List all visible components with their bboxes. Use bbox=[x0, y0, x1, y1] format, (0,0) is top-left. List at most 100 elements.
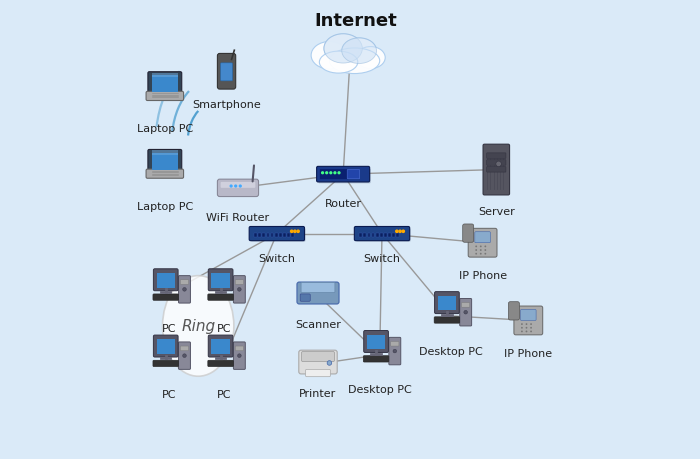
FancyBboxPatch shape bbox=[220, 64, 232, 82]
FancyBboxPatch shape bbox=[486, 154, 506, 159]
FancyBboxPatch shape bbox=[368, 233, 370, 237]
Text: Laptop PC: Laptop PC bbox=[136, 123, 193, 134]
Ellipse shape bbox=[319, 52, 358, 74]
FancyBboxPatch shape bbox=[364, 331, 388, 353]
FancyBboxPatch shape bbox=[249, 227, 304, 241]
FancyBboxPatch shape bbox=[461, 303, 470, 308]
FancyBboxPatch shape bbox=[435, 292, 459, 314]
FancyBboxPatch shape bbox=[181, 280, 188, 285]
Circle shape bbox=[237, 354, 241, 358]
FancyBboxPatch shape bbox=[157, 340, 175, 354]
Circle shape bbox=[480, 253, 482, 255]
FancyBboxPatch shape bbox=[316, 167, 370, 183]
FancyBboxPatch shape bbox=[391, 342, 399, 346]
FancyBboxPatch shape bbox=[279, 233, 281, 237]
FancyBboxPatch shape bbox=[384, 233, 387, 237]
Text: Router: Router bbox=[325, 198, 362, 208]
Circle shape bbox=[521, 327, 523, 329]
Text: PC: PC bbox=[217, 323, 232, 333]
Text: PC: PC bbox=[217, 389, 232, 399]
Text: Desktop PC: Desktop PC bbox=[348, 385, 412, 395]
Circle shape bbox=[530, 324, 532, 325]
FancyBboxPatch shape bbox=[211, 340, 230, 354]
FancyBboxPatch shape bbox=[157, 273, 175, 288]
Circle shape bbox=[480, 246, 482, 248]
FancyBboxPatch shape bbox=[153, 269, 178, 291]
FancyBboxPatch shape bbox=[438, 296, 456, 311]
Circle shape bbox=[322, 173, 323, 174]
FancyBboxPatch shape bbox=[209, 336, 233, 357]
FancyBboxPatch shape bbox=[486, 167, 506, 173]
FancyBboxPatch shape bbox=[153, 360, 178, 367]
Circle shape bbox=[475, 250, 477, 252]
Circle shape bbox=[234, 186, 237, 188]
FancyBboxPatch shape bbox=[306, 369, 330, 377]
Circle shape bbox=[521, 331, 523, 333]
Circle shape bbox=[496, 162, 501, 167]
FancyBboxPatch shape bbox=[233, 276, 245, 303]
Text: Scanner: Scanner bbox=[295, 319, 341, 330]
FancyBboxPatch shape bbox=[475, 232, 491, 243]
FancyBboxPatch shape bbox=[287, 233, 290, 237]
Circle shape bbox=[484, 253, 486, 255]
Circle shape bbox=[526, 327, 527, 329]
Ellipse shape bbox=[324, 35, 363, 64]
FancyBboxPatch shape bbox=[211, 273, 230, 288]
Circle shape bbox=[330, 173, 332, 174]
Ellipse shape bbox=[330, 49, 379, 74]
Text: IP Phone: IP Phone bbox=[458, 270, 507, 280]
Circle shape bbox=[290, 230, 293, 233]
FancyBboxPatch shape bbox=[396, 233, 399, 237]
FancyBboxPatch shape bbox=[483, 145, 510, 196]
FancyBboxPatch shape bbox=[486, 160, 506, 166]
Ellipse shape bbox=[342, 39, 377, 64]
Circle shape bbox=[475, 246, 477, 248]
FancyBboxPatch shape bbox=[367, 335, 385, 349]
FancyBboxPatch shape bbox=[320, 170, 349, 180]
Circle shape bbox=[326, 173, 328, 174]
FancyBboxPatch shape bbox=[354, 227, 409, 241]
Text: Internet: Internet bbox=[314, 12, 397, 30]
FancyBboxPatch shape bbox=[152, 151, 178, 156]
Circle shape bbox=[393, 349, 397, 353]
FancyBboxPatch shape bbox=[508, 302, 519, 320]
Circle shape bbox=[480, 250, 482, 252]
Text: WiFi Router: WiFi Router bbox=[206, 212, 270, 222]
FancyBboxPatch shape bbox=[208, 360, 233, 367]
Ellipse shape bbox=[311, 42, 348, 70]
Ellipse shape bbox=[324, 35, 363, 64]
FancyBboxPatch shape bbox=[302, 352, 335, 362]
Ellipse shape bbox=[356, 47, 385, 69]
Circle shape bbox=[521, 324, 523, 325]
FancyBboxPatch shape bbox=[218, 180, 258, 197]
FancyBboxPatch shape bbox=[380, 233, 383, 237]
FancyBboxPatch shape bbox=[514, 306, 542, 335]
Circle shape bbox=[526, 324, 527, 325]
Circle shape bbox=[239, 186, 241, 188]
Text: Server: Server bbox=[478, 207, 514, 217]
Text: Printer: Printer bbox=[300, 388, 337, 398]
Text: IP Phone: IP Phone bbox=[504, 348, 552, 358]
FancyBboxPatch shape bbox=[372, 233, 375, 237]
FancyBboxPatch shape bbox=[181, 346, 188, 351]
FancyBboxPatch shape bbox=[148, 150, 182, 174]
FancyBboxPatch shape bbox=[347, 170, 360, 179]
FancyBboxPatch shape bbox=[363, 356, 389, 362]
FancyBboxPatch shape bbox=[233, 342, 245, 369]
FancyBboxPatch shape bbox=[291, 233, 294, 237]
FancyBboxPatch shape bbox=[359, 233, 362, 237]
FancyBboxPatch shape bbox=[146, 170, 183, 179]
FancyBboxPatch shape bbox=[153, 294, 178, 301]
Text: PC: PC bbox=[162, 323, 176, 333]
FancyBboxPatch shape bbox=[148, 73, 182, 96]
FancyBboxPatch shape bbox=[521, 310, 536, 321]
FancyBboxPatch shape bbox=[468, 229, 497, 257]
FancyBboxPatch shape bbox=[209, 269, 233, 291]
FancyBboxPatch shape bbox=[152, 73, 178, 78]
FancyBboxPatch shape bbox=[300, 294, 310, 302]
Circle shape bbox=[464, 311, 468, 314]
FancyBboxPatch shape bbox=[267, 233, 270, 237]
FancyBboxPatch shape bbox=[152, 76, 178, 93]
Circle shape bbox=[294, 230, 296, 233]
FancyBboxPatch shape bbox=[262, 233, 265, 237]
